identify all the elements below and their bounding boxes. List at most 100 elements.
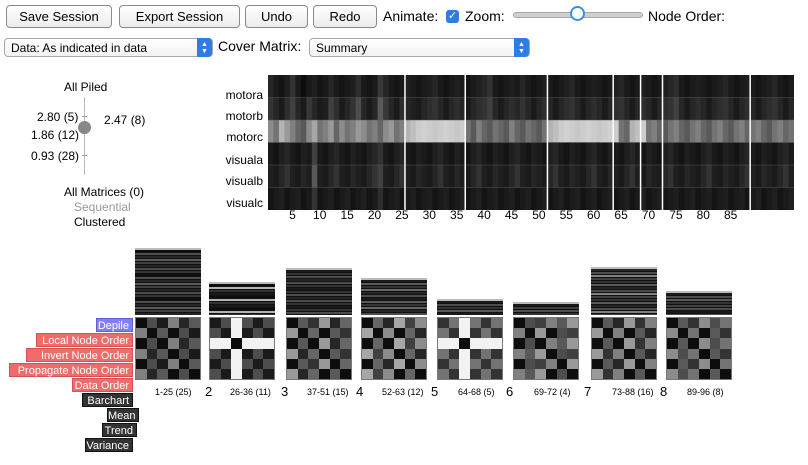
trend-button[interactable]: Trend bbox=[102, 423, 137, 437]
pile-matrix[interactable] bbox=[437, 317, 503, 380]
heatmap-cell bbox=[404, 165, 411, 188]
pile-cover-stripe bbox=[666, 296, 732, 298]
pile-cover-matrix[interactable] bbox=[437, 299, 503, 315]
heatmap-cell bbox=[394, 187, 400, 210]
save-session-button[interactable]: Save Session bbox=[6, 5, 112, 28]
pile-cover-matrix[interactable] bbox=[591, 267, 657, 315]
timeline-heatmap[interactable] bbox=[268, 75, 794, 210]
zoom-slider-thumb[interactable] bbox=[570, 6, 585, 21]
pile-cover-matrix[interactable] bbox=[209, 282, 275, 315]
propagate-node-order-button[interactable]: Propagate Node Order bbox=[9, 363, 133, 377]
heatmap-cell bbox=[492, 142, 499, 166]
heatmap-cell bbox=[728, 142, 735, 166]
barchart-button[interactable]: Barchart bbox=[82, 393, 133, 407]
heatmap-cell bbox=[684, 97, 691, 121]
sequential-option[interactable]: Sequential bbox=[74, 200, 131, 214]
heatmap-cell bbox=[689, 97, 696, 121]
clustered-option[interactable]: Clustered bbox=[74, 215, 126, 229]
pile-matrix-cell bbox=[168, 358, 179, 369]
heatmap-cell bbox=[289, 187, 296, 210]
pile-matrix[interactable] bbox=[135, 317, 201, 380]
pile-matrix[interactable] bbox=[591, 317, 657, 380]
pile-cover-matrix[interactable] bbox=[666, 291, 732, 315]
pile-level-label[interactable]: 1.86 (12) bbox=[31, 128, 80, 142]
pile-cover-stripe bbox=[666, 293, 732, 295]
pile-matrix[interactable] bbox=[209, 317, 275, 380]
heatmap-cell bbox=[657, 75, 663, 98]
all-piled-label[interactable]: All Piled bbox=[64, 80, 108, 94]
pile-matrix-cell bbox=[178, 338, 190, 349]
depile-button[interactable]: Depile bbox=[96, 318, 133, 332]
invert-node-order-button[interactable]: Invert Node Order bbox=[26, 348, 133, 362]
pile-cover-stripe bbox=[591, 305, 657, 307]
pile-matrix[interactable] bbox=[666, 317, 732, 380]
data-select[interactable]: Data: As indicated in data ▲ ▼ bbox=[4, 38, 213, 57]
animate-checkbox[interactable]: ✓ bbox=[446, 10, 459, 23]
heatmap-cell bbox=[761, 187, 768, 210]
pile-cover-stripe bbox=[286, 288, 352, 290]
heatmap-cell bbox=[651, 165, 658, 188]
variance-button[interactable]: Variance bbox=[85, 438, 133, 452]
heatmap-cell bbox=[602, 165, 609, 188]
pile-matrix-cell bbox=[287, 328, 298, 339]
pile-level-label[interactable]: 2.80 (5) bbox=[37, 110, 79, 124]
pile-matrix-cell bbox=[136, 358, 147, 369]
heatmap-cell bbox=[591, 165, 598, 188]
pile-matrix-cell bbox=[688, 348, 699, 359]
undo-button[interactable]: Undo bbox=[245, 5, 308, 28]
pile-matrix-cell bbox=[524, 338, 536, 349]
pile-level-handle[interactable] bbox=[78, 120, 91, 134]
heatmap-cell bbox=[673, 142, 680, 166]
heatmap-cell bbox=[503, 75, 510, 98]
all-matrices-label[interactable]: All Matrices (0) bbox=[64, 185, 145, 199]
heatmap-cell bbox=[563, 187, 570, 210]
pile-matrix[interactable] bbox=[361, 317, 427, 380]
pile-matrix-cell bbox=[624, 358, 635, 369]
pile-cover-stripe bbox=[286, 300, 352, 302]
heatmap-cell bbox=[295, 120, 302, 143]
pile-cover-matrix[interactable] bbox=[286, 268, 352, 315]
heatmap-row-label: motorb bbox=[225, 109, 263, 123]
pile-level-label[interactable]: 0.93 (28) bbox=[31, 149, 80, 163]
heatmap-cell bbox=[311, 75, 318, 98]
mean-button[interactable]: Mean bbox=[107, 408, 139, 422]
pile-matrix[interactable] bbox=[286, 317, 352, 380]
pile-cover-stripe bbox=[591, 311, 657, 313]
pile-matrix-cell bbox=[287, 348, 298, 359]
pile-matrix-cell bbox=[470, 318, 481, 329]
heatmap-cell bbox=[415, 187, 422, 210]
node-order-label: Node Order: bbox=[648, 8, 726, 24]
pile-matrix-cell bbox=[297, 338, 309, 349]
heatmap-cell bbox=[717, 75, 724, 98]
heatmap-cell bbox=[525, 165, 532, 188]
heatmap-cell bbox=[492, 75, 499, 98]
pile-matrix-cell bbox=[491, 358, 502, 369]
heatmap-cell bbox=[618, 75, 625, 98]
pile-matrix-cell bbox=[146, 328, 158, 339]
heatmap-cell bbox=[607, 120, 614, 143]
heatmap-cell bbox=[750, 120, 757, 143]
heatmap-cell bbox=[667, 142, 674, 166]
pile-cover-matrix[interactable] bbox=[361, 278, 427, 315]
redo-button[interactable]: Redo bbox=[313, 5, 377, 28]
pile-cover-stripe bbox=[591, 278, 657, 280]
heatmap-cell bbox=[711, 142, 718, 166]
heatmap-cell bbox=[651, 75, 658, 98]
pile-matrix-cell bbox=[210, 318, 221, 329]
pile-matrix-cell bbox=[340, 348, 351, 359]
pile-cover-matrix[interactable] bbox=[135, 248, 201, 315]
heatmap-cell bbox=[750, 142, 757, 166]
heatmap-cell bbox=[289, 75, 296, 98]
pile-cover-stripe bbox=[135, 289, 201, 291]
pile-cover-matrix[interactable] bbox=[513, 302, 579, 315]
heatmap-cell bbox=[618, 97, 625, 121]
pile-matrix-cell bbox=[220, 368, 232, 379]
pile-cover-stripe bbox=[591, 281, 657, 283]
heatmap-cell bbox=[591, 120, 598, 143]
data-order-button[interactable]: Data Order bbox=[72, 378, 133, 392]
pile-matrix-cell bbox=[340, 328, 351, 339]
export-session-button[interactable]: Export Session bbox=[119, 5, 240, 28]
pile-matrix[interactable] bbox=[513, 317, 579, 380]
local-node-order-button[interactable]: Local Node Order bbox=[36, 333, 133, 347]
cover-matrix-select[interactable]: Summary ▲ ▼ bbox=[309, 38, 530, 57]
